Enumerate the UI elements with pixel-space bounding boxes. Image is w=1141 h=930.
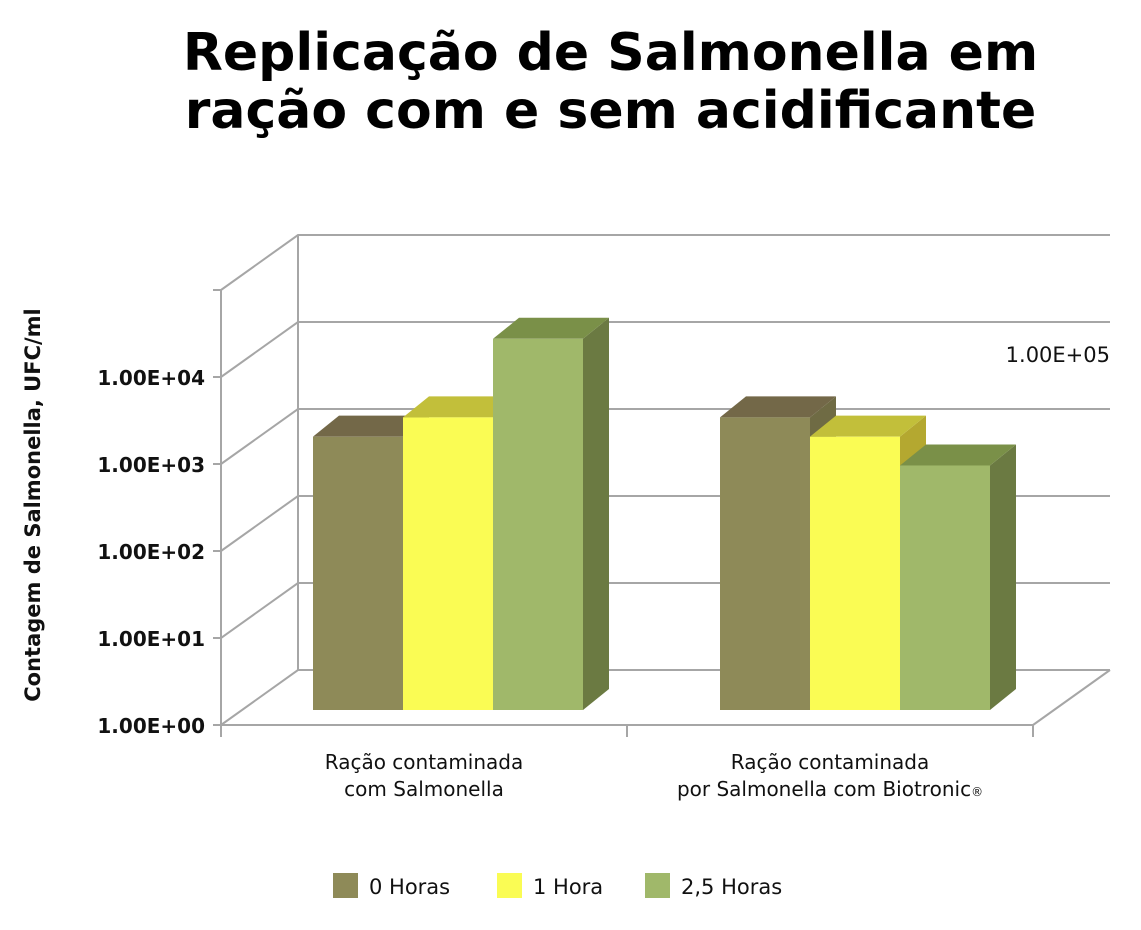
bars: [313, 317, 1016, 710]
category-label: por Salmonella com Biotronic®: [677, 777, 983, 801]
bar: [493, 338, 583, 710]
bar: [403, 417, 493, 710]
legend-item: 0 Horas: [333, 873, 450, 899]
chart-title-line-2: ração com e sem acidificante: [184, 81, 1037, 141]
bar-top: [900, 444, 1016, 466]
bar-top: [720, 396, 836, 418]
y-tick-label: 1.00E+05: [1006, 343, 1110, 367]
category-label: Ração contaminada: [325, 750, 524, 774]
bar-top: [313, 415, 429, 437]
gridline: [220, 321, 1110, 378]
floor-edge: [1032, 669, 1111, 726]
category-labels: Ração contaminada com Salmonella Ração con…: [325, 750, 983, 801]
y-tick-label: 1.00E+03: [97, 453, 205, 477]
bar-side: [583, 317, 609, 710]
legend-swatch: [333, 873, 358, 898]
legend: 0 Horas 1 Hora 2,5 Horas: [333, 873, 782, 899]
gridline: [220, 408, 1110, 465]
bar-top: [403, 396, 519, 418]
legend-swatch: [645, 873, 670, 898]
legend-label: 0 Horas: [369, 875, 450, 899]
bar-top: [810, 415, 926, 437]
category-label: Ração contaminada: [731, 750, 930, 774]
y-tick-label: 1.00E+02: [97, 540, 205, 564]
bar-top: [493, 317, 609, 339]
bar: [720, 417, 810, 710]
chart-title-line-1: Replicação de Salmonella em: [182, 23, 1039, 83]
legend-item: 1 Hora: [497, 873, 603, 899]
y-tick-labels: 1.00E+00 1.00E+01 1.00E+02 1.00E+03 1.00E+04…: [97, 343, 1110, 738]
bar: [810, 436, 900, 710]
y-axis-label: Contagem de Salmonella, UFC/ml: [21, 308, 45, 701]
legend-swatch: [497, 873, 522, 898]
registered-mark: ®: [971, 785, 983, 799]
gridline: [220, 234, 1110, 291]
legend-item: 2,5 Horas: [645, 873, 782, 899]
bar: [313, 436, 403, 710]
category-label: com Salmonella: [344, 777, 504, 801]
bar-side: [990, 444, 1016, 710]
chart-title: Replicação de Salmonella em ração com e …: [0, 24, 1141, 140]
y-tick-label: 1.00E+00: [97, 714, 205, 738]
legend-label: 2,5 Horas: [681, 875, 782, 899]
bar: [900, 465, 990, 710]
y-tick-label: 1.00E+04: [97, 366, 205, 390]
axes: [213, 289, 1111, 737]
y-tick-label: 1.00E+01: [97, 627, 205, 651]
legend-label: 1 Hora: [533, 875, 603, 899]
